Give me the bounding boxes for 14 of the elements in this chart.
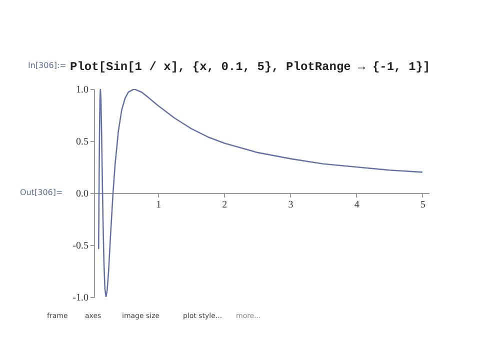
x-tick-label: 3 [288, 200, 294, 210]
text: Out[306]= [20, 188, 63, 197]
y-tick-label: -1.0 [72, 292, 88, 304]
y-tick-label: 0.5 [76, 136, 88, 148]
y-tick-label: 0.0 [76, 188, 88, 200]
y-tick-label: -0.5 [72, 240, 88, 252]
chart-title: Plot[Sin[1 / x], {x, 0.1, 5}, PlotRange → {-1, 1}] [70, 60, 430, 74]
text: In[306]:= [28, 61, 66, 70]
line-series [98, 89, 424, 297]
x-tick-label: 1 [156, 200, 162, 210]
x-tick-label: 2 [222, 200, 228, 210]
y-tick-label: 1.0 [76, 84, 88, 96]
x-tick-label: 5 [420, 200, 426, 210]
x-tick-label: 4 [354, 200, 360, 210]
